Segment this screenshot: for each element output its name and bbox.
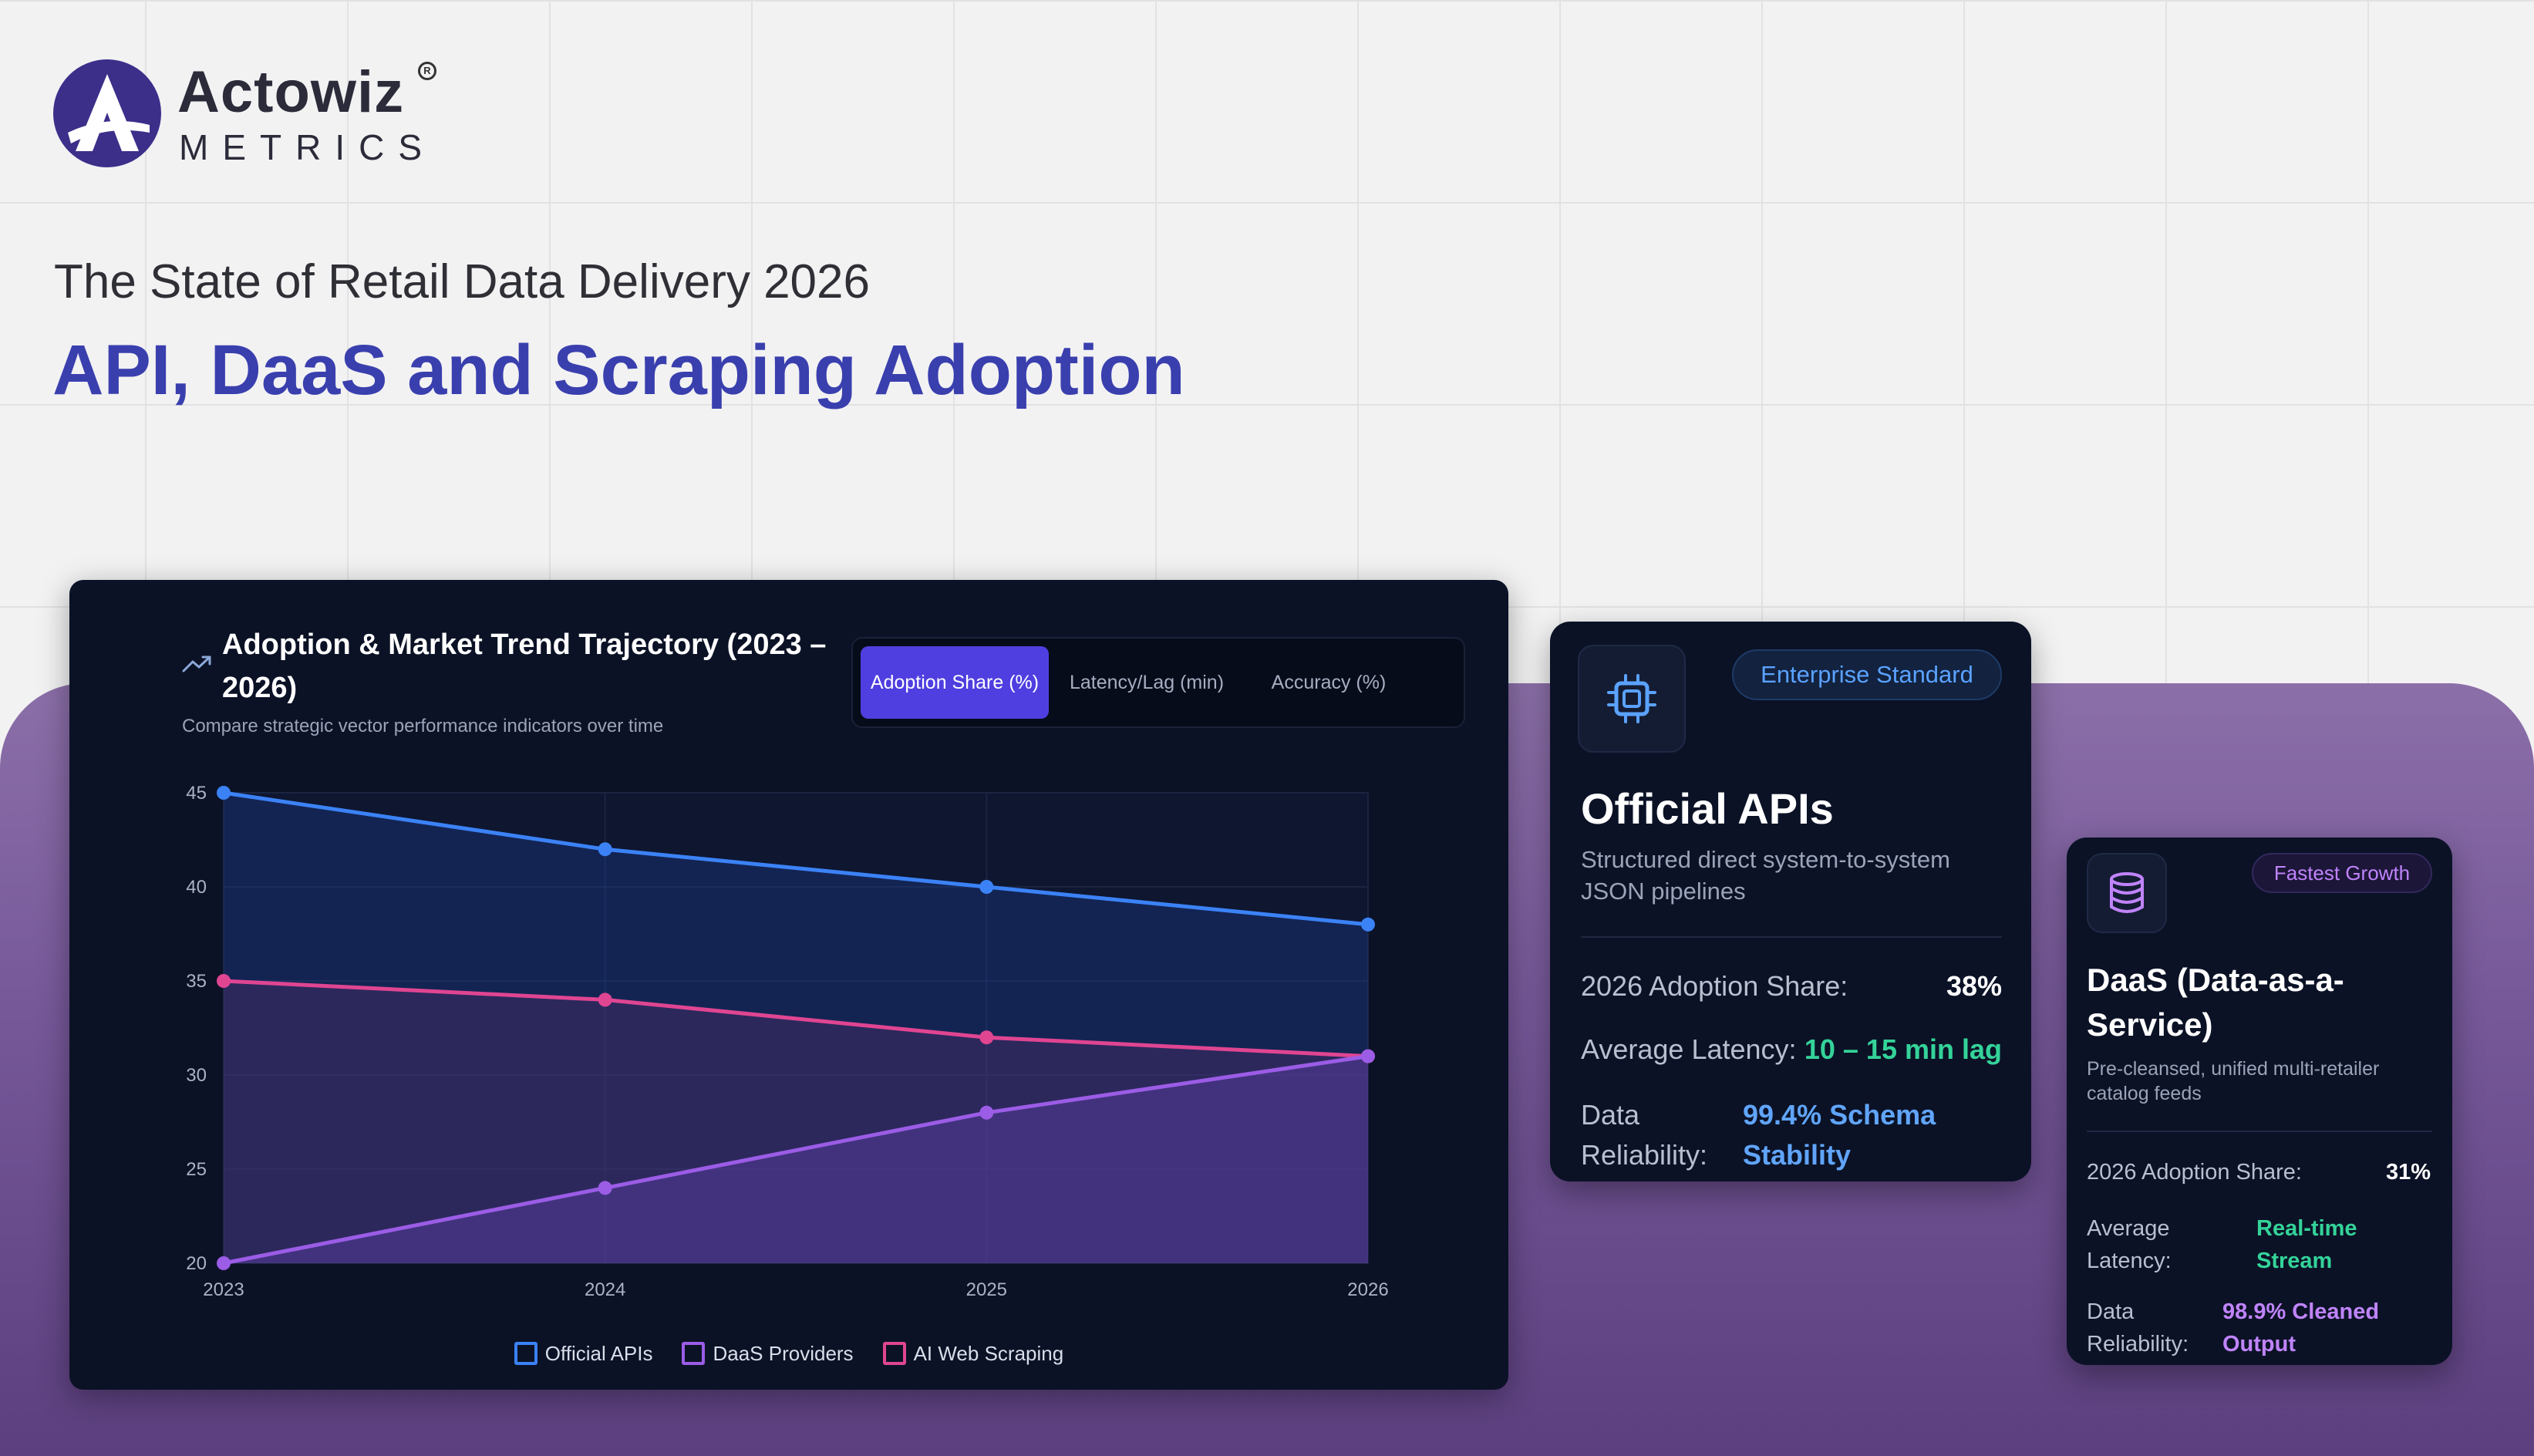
series-area	[224, 981, 1368, 1263]
series-area	[224, 793, 1368, 1263]
series-line	[223, 979, 1369, 1059]
brand-logo: Actowiz R METRICS	[52, 59, 453, 174]
legend-item-official-apis[interactable]: Official APIs	[514, 1338, 653, 1369]
trend-up-icon	[182, 656, 211, 672]
card-divider	[2087, 1131, 2432, 1132]
tab-adoption-share[interactable]: Adoption Share (%)	[861, 646, 1049, 719]
data-point	[979, 880, 994, 894]
chip-icon	[1607, 674, 1656, 723]
chart-title: Adoption & Market Trend Trajectory (2023…	[222, 629, 827, 704]
metric-tabs: Adoption Share (%) Latency/Lag (min) Acc…	[851, 637, 1465, 728]
api-reliability-label: Data Reliability:	[1581, 1099, 1708, 1171]
official-apis-card: Enterprise Standard Official APIs Struct…	[1550, 622, 2031, 1181]
daas-adoption-label: 2026 Adoption Share:	[2087, 1160, 2302, 1185]
data-point	[598, 993, 612, 1007]
tab-latency[interactable]: Latency/Lag (min)	[1069, 671, 1225, 693]
official-apis-name: Official APIs	[1581, 784, 1834, 833]
y-tick-label: 40	[186, 877, 207, 898]
y-tick-label: 20	[186, 1253, 207, 1274]
x-tick-label: 2026	[1347, 1279, 1388, 1300]
x-tick-label: 2025	[966, 1279, 1007, 1300]
api-reliability-value: 99.4% Schema Stability	[1743, 1099, 1936, 1171]
card-divider	[1581, 936, 2002, 938]
database-icon	[2110, 872, 2144, 913]
legend-item-daas-providers[interactable]: DaaS Providers	[682, 1338, 854, 1369]
series-line	[223, 1054, 1369, 1266]
legend-label-daas-providers: DaaS Providers	[713, 1341, 854, 1365]
chart-card: Adoption & Market Trend Trajectory (2023…	[69, 580, 1508, 1390]
api-adoption-value: 38%	[1946, 970, 2002, 1002]
series-area	[224, 1056, 1368, 1263]
data-point	[979, 1030, 994, 1045]
tab-accuracy[interactable]: Accuracy (%)	[1271, 671, 1387, 693]
enterprise-standard-badge: Enterprise Standard	[1732, 649, 2002, 700]
daas-reliability-label: Data Reliability:	[2087, 1299, 2189, 1357]
chip-icon-box	[1578, 645, 1686, 753]
data-point	[598, 842, 612, 857]
brand-name: Actowiz	[177, 59, 405, 125]
daas-reliability-value: 98.9% Cleaned Output	[2222, 1299, 2380, 1357]
data-point	[1361, 1049, 1375, 1063]
data-point	[217, 1256, 231, 1270]
legend-swatch-daas-providers	[682, 1342, 706, 1365]
daas-description: Pre-cleansed, unified multi-retailer cat…	[2087, 1058, 2380, 1104]
fastest-growth-badge: Fastest Growth	[2252, 853, 2432, 893]
legend-label-official-apis: Official APIs	[544, 1341, 653, 1365]
daas-latency-label: Average Latency:	[2087, 1216, 2172, 1273]
data-point	[598, 1181, 612, 1195]
data-point	[217, 974, 231, 988]
actowiz-logo-icon	[53, 59, 161, 167]
registered-mark: R	[418, 62, 436, 80]
daas-card: Fastest Growth DaaS (Data-as-a-Service) …	[2067, 838, 2452, 1365]
legend-swatch-ai-web-scraping	[882, 1342, 906, 1365]
legend-swatch-official-apis	[514, 1342, 537, 1365]
y-tick-label: 30	[186, 1065, 207, 1086]
legend-label-ai-web-scraping: AI Web Scraping	[913, 1341, 1064, 1365]
official-apis-description: Structured direct system-to-system JSON …	[1581, 846, 1950, 905]
y-tick-label: 25	[186, 1159, 207, 1180]
data-point	[1361, 917, 1375, 932]
page-title: API, DaaS and Scraping Adoption	[52, 331, 1185, 410]
x-tick-label: 2023	[203, 1279, 244, 1300]
plot-area	[224, 793, 1368, 1263]
database-icon-box	[2087, 853, 2167, 933]
chart-subtitle: Compare strategic vector performance ind…	[182, 716, 664, 736]
api-adoption-label: 2026 Adoption Share:	[1581, 970, 1848, 1002]
daas-name: DaaS (Data-as-a-Service)	[2087, 962, 2344, 1043]
data-point	[217, 786, 231, 800]
api-latency-value: 10 – 15 min lag	[1804, 1033, 2002, 1065]
daas-adoption-value: 31%	[2385, 1160, 2431, 1185]
data-point	[979, 1105, 994, 1120]
y-tick-label: 35	[186, 971, 207, 992]
legend-item-ai-web-scraping[interactable]: AI Web Scraping	[882, 1338, 1064, 1369]
x-tick-label: 2024	[585, 1279, 625, 1300]
daas-latency-value: Real-time Stream	[2256, 1216, 2357, 1273]
chart-legend: Official APIs DaaS Providers AI Web Scra…	[69, 1338, 1508, 1369]
page-subtitle: The State of Retail Data Delivery 2026	[54, 255, 870, 308]
brand-subname: METRICS	[179, 127, 436, 167]
y-tick-label: 45	[186, 783, 207, 804]
api-latency-label: Average Latency:	[1581, 1033, 1797, 1065]
series-line	[223, 790, 1369, 927]
